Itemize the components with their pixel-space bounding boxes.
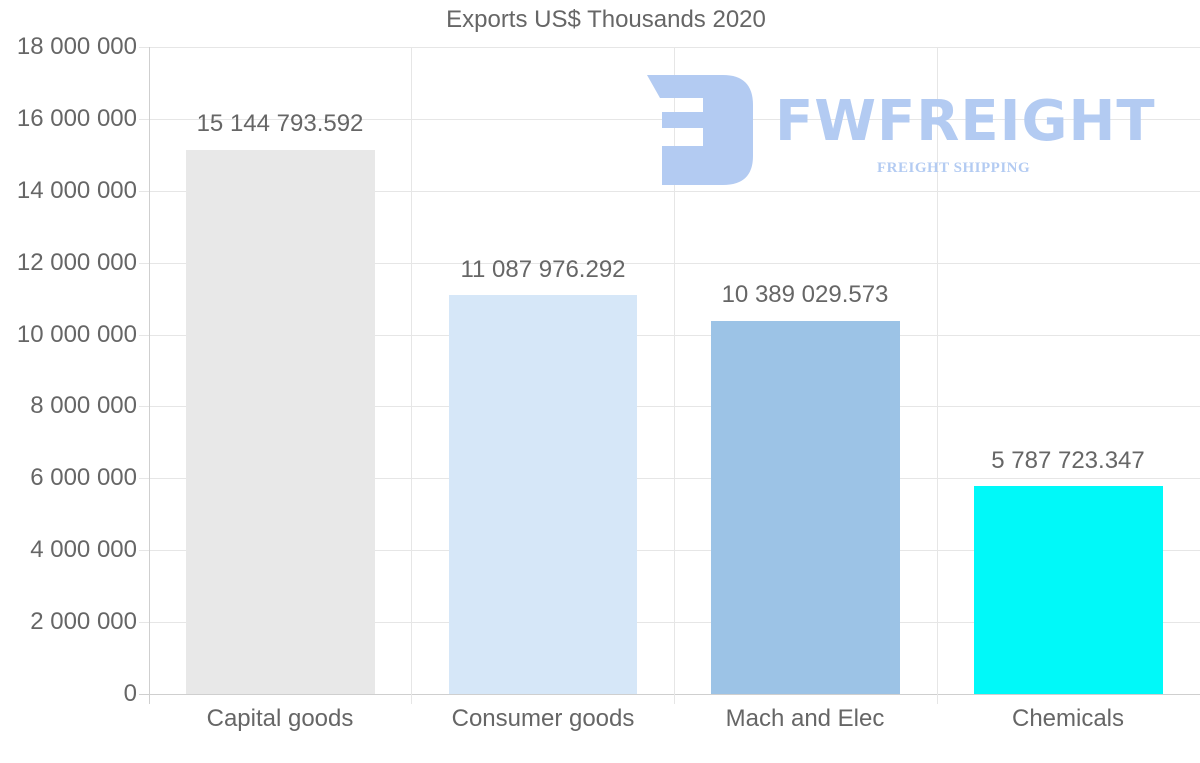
- y-tick-14m: 14 000 000: [16, 177, 137, 204]
- watermark-brand: FWFREIGHT: [775, 89, 1156, 154]
- y-tick-4m: 4 000 000: [30, 536, 137, 563]
- x-tick-chemicals: Chemicals: [1011, 705, 1125, 732]
- gridline-12m: [139, 263, 1200, 264]
- bar-consumer-goods[interactable]: [449, 295, 637, 694]
- fwfreight-logo-icon: [647, 75, 753, 185]
- y-tick-10m: 10 000 000: [16, 321, 137, 348]
- gridline-6m: [139, 478, 1200, 479]
- bar-chemicals[interactable]: [974, 486, 1163, 694]
- y-tick-6m: 6 000 000: [30, 464, 137, 491]
- y-tick-2m: 2 000 000: [30, 608, 137, 635]
- watermark-tagline: FREIGHT SHIPPING: [877, 160, 1031, 176]
- value-label-chemicals: 5 787 723.347: [991, 447, 1145, 474]
- plot-area: FWFREIGHT FREIGHT SHIPPING 15 144 793.59…: [139, 47, 1200, 732]
- value-label-mach-and-elec: 10 389 029.573: [721, 281, 889, 308]
- gridline-2m: [139, 622, 1200, 623]
- y-tick-8m: 8 000 000: [30, 392, 137, 419]
- gridline-4m: [139, 550, 1200, 551]
- y-tick-0: 0: [123, 680, 137, 707]
- y-tick-12m: 12 000 000: [16, 249, 137, 276]
- bar-mach-and-elec[interactable]: [711, 321, 900, 694]
- chart-title: Exports US$ Thousands 2020: [446, 6, 766, 33]
- gridline-8m: [139, 406, 1200, 407]
- gridline-18m: [139, 47, 1200, 48]
- x-tick-capital-goods: Capital goods: [206, 705, 354, 732]
- gridline-14m: [139, 191, 1200, 192]
- vgridline-1: [411, 47, 412, 704]
- x-tick-consumer-goods: Consumer goods: [451, 705, 635, 732]
- vgridline-3: [937, 47, 938, 704]
- value-label-capital-goods: 15 144 793.592: [196, 110, 364, 137]
- vgridline-2: [674, 47, 675, 704]
- x-tick-mach-and-elec: Mach and Elec: [725, 705, 885, 732]
- y-tick-16m: 16 000 000: [16, 105, 137, 132]
- value-label-consumer-goods: 11 087 976.292: [460, 256, 626, 283]
- y-tick-18m: 18 000 000: [16, 33, 137, 60]
- y-axis-line: [149, 47, 150, 704]
- gridline-10m: [139, 335, 1200, 336]
- bar-capital-goods[interactable]: [186, 150, 375, 694]
- x-axis-line: [139, 694, 1200, 695]
- watermark-logo: FWFREIGHT FREIGHT SHIPPING: [645, 72, 1165, 187]
